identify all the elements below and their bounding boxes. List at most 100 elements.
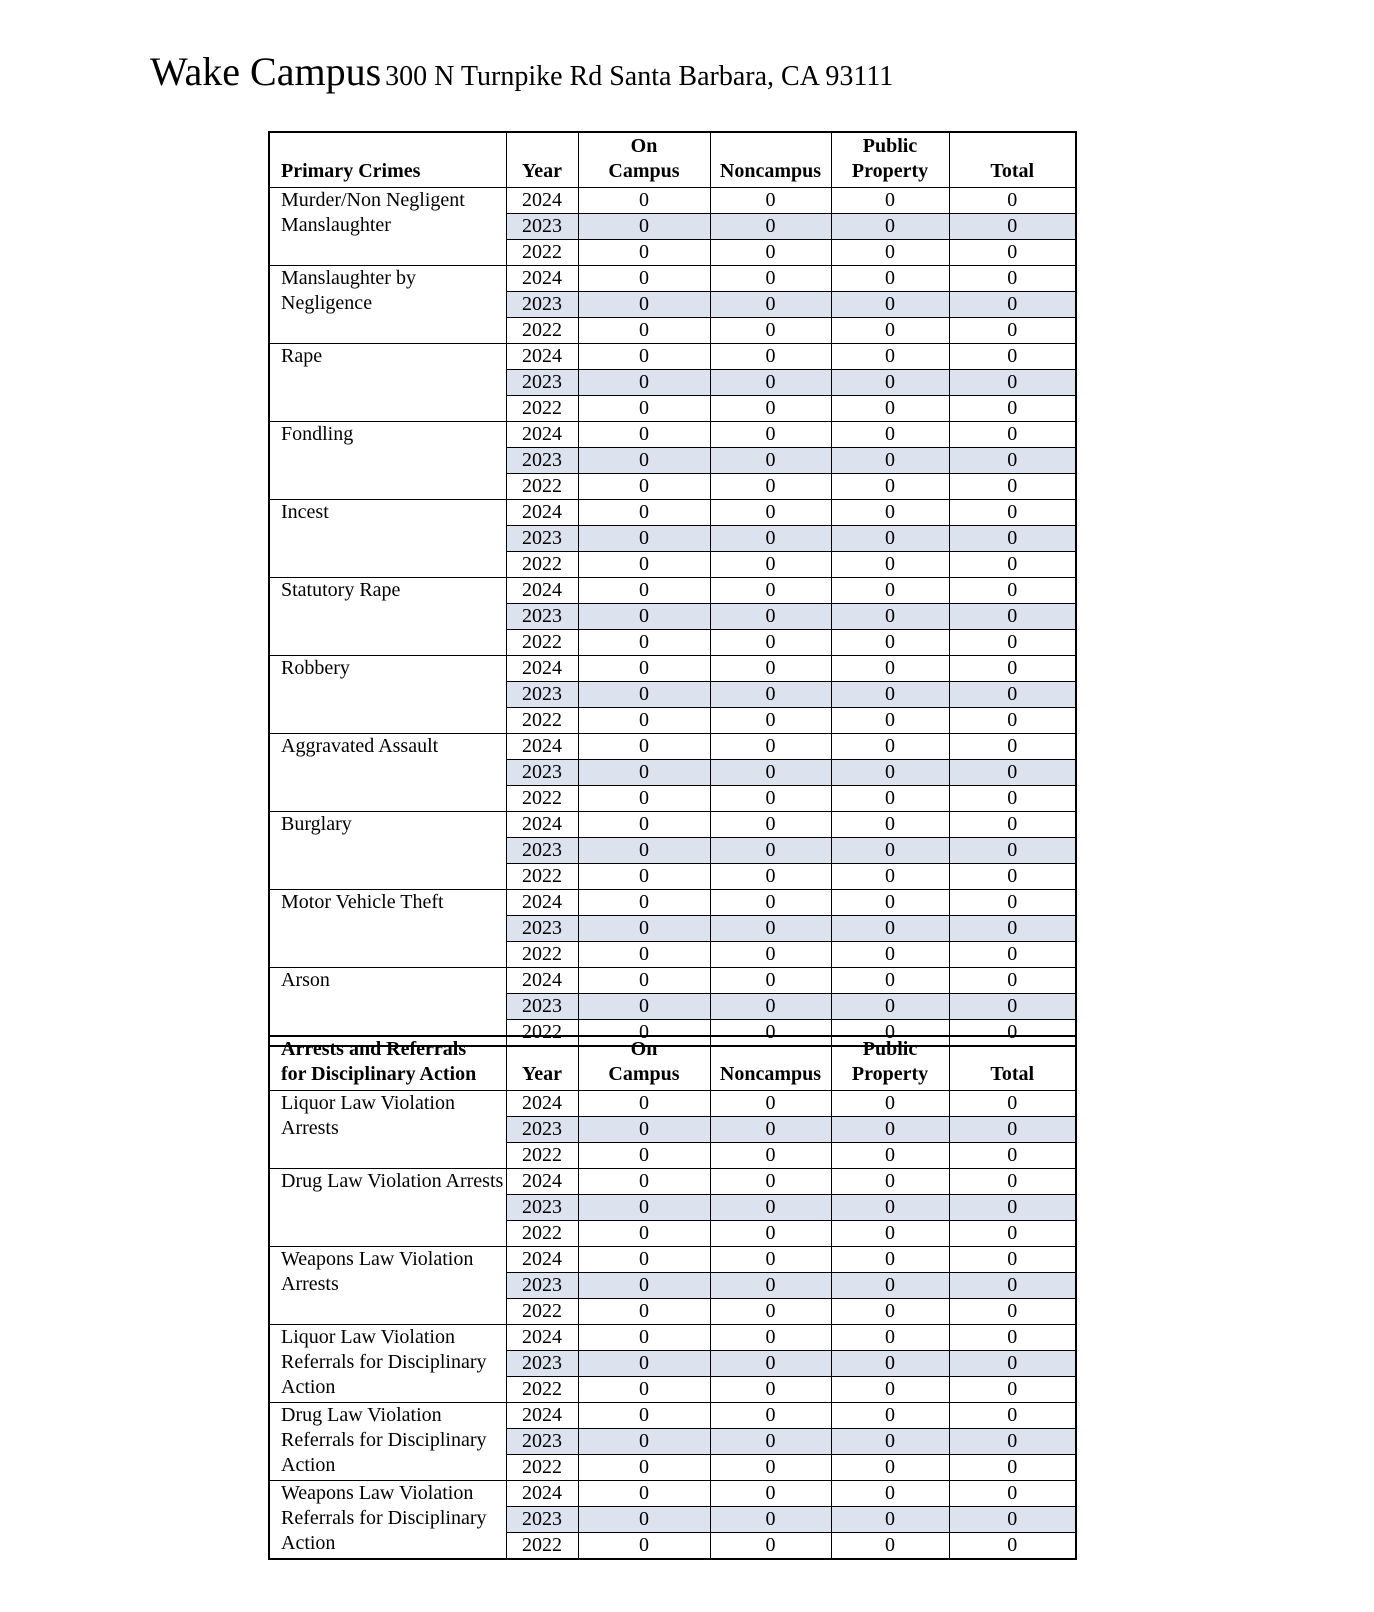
campus-address: 300 N Turnpike Rd Santa Barbara, CA 9311…	[385, 61, 893, 92]
value-cell-noncampus: 0	[709, 784, 832, 812]
value-cell-on-campus: 0	[577, 810, 711, 838]
value-cell-total: 0	[948, 472, 1077, 500]
value-cell-on-campus: 0	[577, 888, 711, 916]
year-cell: 2024	[505, 342, 579, 370]
value-cell-public-property: 0	[830, 862, 950, 890]
value-cell-noncampus: 0	[709, 1480, 832, 1507]
year-cell: 2023	[505, 758, 579, 786]
year-cell: 2024	[505, 1402, 579, 1429]
year-cell: 2024	[505, 732, 579, 760]
value-cell-public-property: 0	[830, 1116, 950, 1143]
year-cell: 2022	[505, 238, 579, 266]
value-cell-on-campus: 0	[577, 1324, 711, 1351]
value-cell-total: 0	[948, 1116, 1077, 1143]
year-cell: 2023	[505, 836, 579, 864]
year-cell: 2022	[505, 628, 579, 656]
year-cell: 2022	[505, 316, 579, 344]
value-cell-on-campus: 0	[577, 1350, 711, 1377]
table-row: 2022 0 0 0 0	[269, 1298, 1077, 1325]
value-cell-total: 0	[948, 1506, 1077, 1533]
value-cell-noncampus: 0	[709, 290, 832, 318]
value-cell-noncampus: 0	[709, 888, 832, 916]
value-cell-public-property: 0	[830, 524, 950, 552]
value-cell-noncampus: 0	[709, 1298, 832, 1325]
value-cell-public-property: 0	[830, 784, 950, 812]
table-row: 2023 0 0 0 0	[269, 992, 1077, 1020]
value-cell-on-campus: 0	[577, 732, 711, 760]
value-cell-on-campus: 0	[577, 680, 711, 708]
value-cell-public-property: 0	[830, 1428, 950, 1455]
value-cell-public-property: 0	[830, 732, 950, 760]
table-row: Manslaughter by Negligence 2024 0 0 0 0	[268, 264, 1077, 344]
value-cell-total: 0	[948, 940, 1077, 968]
value-cell-noncampus: 0	[709, 212, 832, 240]
value-cell-on-campus: 0	[577, 1168, 711, 1195]
value-cell-total: 0	[948, 212, 1077, 240]
value-cell-noncampus: 0	[709, 1324, 832, 1351]
table-row: Aggravated Assault 2024 0 0 0 0	[268, 732, 1077, 812]
value-cell-public-property: 0	[830, 420, 950, 448]
value-cell-total: 0	[948, 264, 1077, 292]
value-cell-on-campus: 0	[577, 628, 711, 656]
value-cell-total: 0	[948, 1402, 1077, 1429]
year-cell: 2022	[505, 472, 579, 500]
value-cell-on-campus: 0	[577, 758, 711, 786]
table-row: 2022 0 0 0 0	[269, 394, 1077, 422]
value-cell-noncampus: 0	[709, 1090, 832, 1117]
value-cell-public-property: 0	[830, 1090, 950, 1117]
value-cell-on-campus: 0	[577, 940, 711, 968]
value-cell-public-property: 0	[830, 1142, 950, 1169]
value-cell-total: 0	[948, 1454, 1077, 1481]
value-cell-public-property: 0	[830, 628, 950, 656]
value-cell-public-property: 0	[830, 1480, 950, 1507]
table-row: 2023 0 0 0 0	[269, 368, 1077, 396]
value-cell-noncampus: 0	[709, 498, 832, 526]
table-row: Fondling 2024 0 0 0 0	[268, 420, 1077, 500]
header-row: Arrests and Referrals for Disciplinary Ac…	[268, 1035, 1077, 1091]
table-row: 2022 0 0 0 0	[269, 1142, 1077, 1169]
value-cell-total: 0	[948, 1324, 1077, 1351]
value-cell-on-campus: 0	[577, 498, 711, 526]
category-cell: Robbery	[268, 654, 507, 734]
category-cell: Weapons Law Violation Arrests	[268, 1246, 507, 1325]
value-cell-public-property: 0	[830, 550, 950, 578]
value-cell-on-campus: 0	[577, 472, 711, 500]
value-cell-on-campus: 0	[577, 446, 711, 474]
year-cell: 2024	[505, 498, 579, 526]
value-cell-public-property: 0	[830, 238, 950, 266]
value-cell-noncampus: 0	[709, 732, 832, 760]
primary-crimes-table: Primary Crimes Year On Campus Noncampus Publi…	[268, 131, 1077, 1047]
value-cell-public-property: 0	[830, 758, 950, 786]
value-cell-noncampus: 0	[709, 1454, 832, 1481]
value-cell-on-campus: 0	[577, 914, 711, 942]
value-cell-noncampus: 0	[709, 1272, 832, 1299]
value-cell-noncampus: 0	[709, 446, 832, 474]
year-cell: 2022	[505, 706, 579, 734]
value-cell-noncampus: 0	[709, 654, 832, 682]
value-cell-public-property: 0	[830, 446, 950, 474]
value-cell-on-campus: 0	[577, 1090, 711, 1117]
value-cell-public-property: 0	[830, 1324, 950, 1351]
year-cell: 2023	[505, 1350, 579, 1377]
value-cell-noncampus: 0	[709, 914, 832, 942]
value-cell-total: 0	[948, 732, 1077, 760]
year-cell: 2023	[505, 992, 579, 1020]
value-cell-noncampus: 0	[709, 1532, 832, 1560]
column-header-year: Year	[505, 131, 579, 188]
year-cell: 2023	[505, 680, 579, 708]
value-cell-public-property: 0	[830, 1272, 950, 1299]
value-cell-total: 0	[948, 550, 1077, 578]
value-cell-total: 0	[948, 1376, 1077, 1403]
table-row: 2022 0 0 0 0	[269, 940, 1077, 968]
value-cell-total: 0	[948, 1142, 1077, 1169]
campus-address-text: 300 N Turnpike Rd Santa Barbara, CA 9311…	[385, 61, 894, 92]
year-cell: 2024	[505, 1324, 579, 1351]
value-cell-on-campus: 0	[577, 186, 711, 214]
table-row: Motor Vehicle Theft 2024 0 0 0 0	[268, 888, 1077, 968]
value-cell-on-campus: 0	[577, 1428, 711, 1455]
value-cell-total: 0	[948, 836, 1077, 864]
year-cell: 2022	[505, 550, 579, 578]
value-cell-public-property: 0	[830, 576, 950, 604]
value-cell-public-property: 0	[830, 1376, 950, 1403]
value-cell-noncampus: 0	[709, 836, 832, 864]
